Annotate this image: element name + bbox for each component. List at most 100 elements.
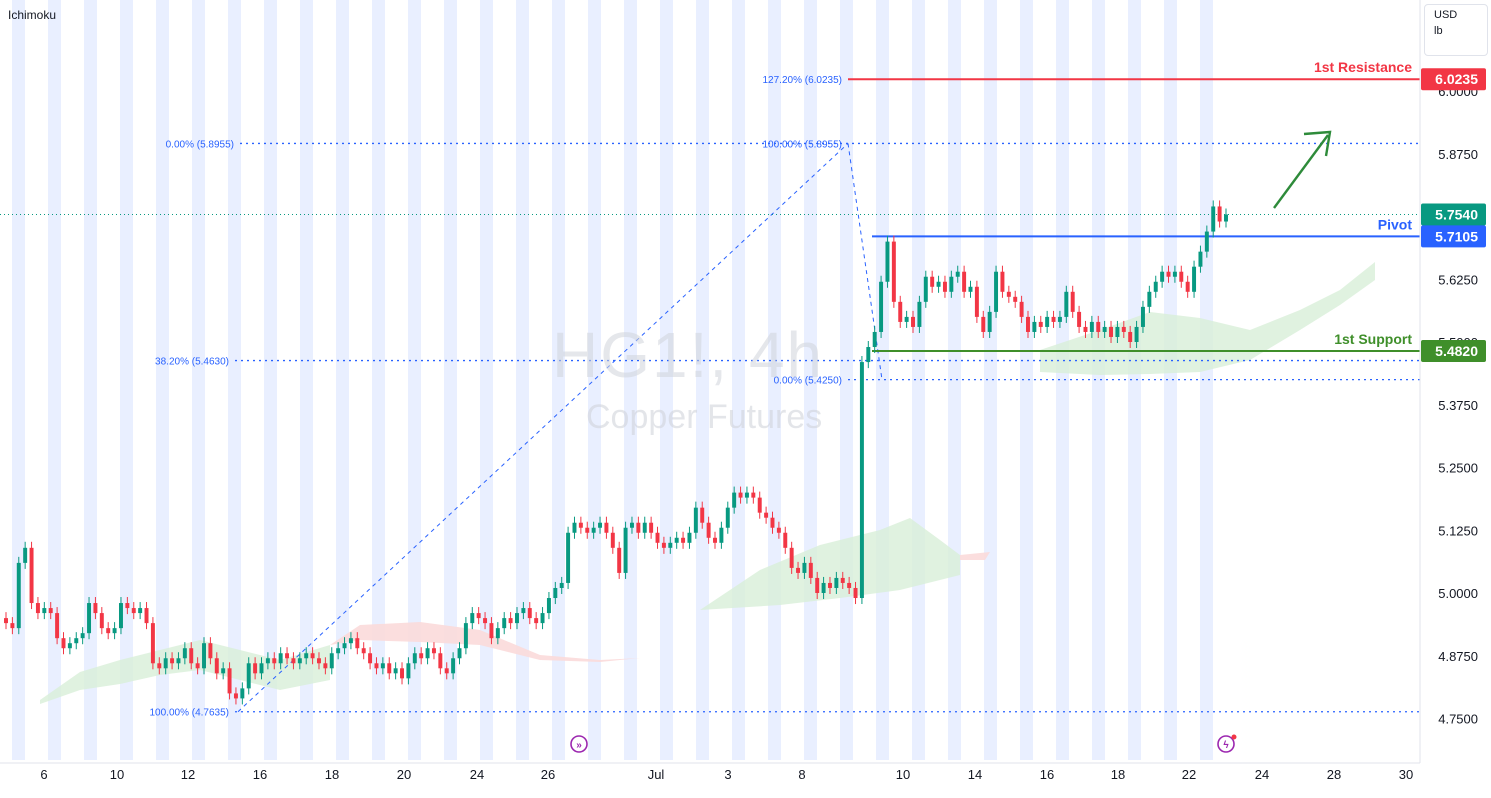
candle-body xyxy=(10,623,15,629)
price-tag-label-pivot: 5.7105 xyxy=(1435,228,1478,244)
candle-body xyxy=(1032,321,1037,332)
candle-body xyxy=(4,618,8,624)
candle-body xyxy=(853,587,858,599)
candle-body xyxy=(668,542,673,548)
session-band xyxy=(408,0,421,760)
session-band xyxy=(1164,0,1177,760)
level-lines: 0.00% (5.8955) 38.20% (5.4630) 100.00% (4.… xyxy=(0,59,1420,719)
candle-body xyxy=(304,653,309,659)
y-tick-label: 5.3750 xyxy=(1438,398,1478,413)
candle-body xyxy=(879,281,884,332)
x-tick-label: 18 xyxy=(1111,767,1125,782)
candle-body xyxy=(1109,326,1114,337)
candle-body xyxy=(189,648,194,664)
candle-body xyxy=(642,522,647,533)
level-label-resistance: 1st Resistance xyxy=(1314,59,1412,75)
candle-body xyxy=(923,276,928,302)
session-band xyxy=(1128,0,1141,760)
y-tick-label: 5.8750 xyxy=(1438,147,1478,162)
candlestick-series xyxy=(4,200,1228,705)
candle-body xyxy=(259,663,264,674)
candle-body xyxy=(508,618,513,624)
candle-body xyxy=(955,271,960,277)
candle-body xyxy=(310,653,315,659)
candle-body xyxy=(834,577,839,588)
candle-body xyxy=(125,603,130,609)
price-tag-label-last: 5.7540 xyxy=(1435,206,1478,222)
price-tag-resistance xyxy=(1421,68,1486,91)
candle-body xyxy=(859,362,864,599)
price-axis-bg xyxy=(1420,0,1491,793)
candle-body xyxy=(470,613,475,624)
session-band xyxy=(336,0,349,760)
candle-body xyxy=(981,316,986,332)
level-label-pivot: Pivot xyxy=(1378,216,1413,232)
candle-body xyxy=(744,492,749,498)
x-tick-label: Jul xyxy=(648,767,665,782)
session-band xyxy=(516,0,529,760)
candle-body xyxy=(48,608,53,614)
candle-body xyxy=(170,658,175,664)
session-band xyxy=(372,0,385,760)
candle-body xyxy=(1102,326,1107,332)
candle-body xyxy=(361,648,366,654)
candle-body xyxy=(546,598,551,614)
candle-body xyxy=(99,613,104,629)
candle-body xyxy=(521,608,526,614)
candle-body xyxy=(67,643,72,649)
cloud-green xyxy=(700,518,960,610)
candle-body xyxy=(1140,306,1145,327)
candle-body xyxy=(246,663,251,689)
candle-body xyxy=(393,668,398,674)
candle-body xyxy=(866,347,871,363)
candle-body xyxy=(106,628,111,634)
candle-body xyxy=(387,663,392,674)
candle-body xyxy=(655,532,660,543)
watermark-symbol: HG1!, 4h xyxy=(552,319,825,391)
candle-body xyxy=(1019,301,1024,317)
unit-selector[interactable]: USD lb xyxy=(1424,4,1488,56)
candle-body xyxy=(827,582,832,588)
fib-extension-label: 100.00% (5.8955) xyxy=(762,139,842,150)
candle-body xyxy=(374,663,379,669)
candle-body xyxy=(285,653,290,659)
candle-body xyxy=(233,693,238,699)
candle-body xyxy=(1064,291,1069,317)
candle-body xyxy=(317,658,321,664)
candle-body xyxy=(1057,316,1062,322)
price-tag-last xyxy=(1421,203,1486,226)
candle-body xyxy=(681,537,686,543)
candle-body xyxy=(764,512,769,518)
candle-body xyxy=(1070,291,1075,312)
projection-arrow xyxy=(1273,134,1329,209)
cloud-red xyxy=(330,622,640,662)
candle-body xyxy=(636,522,641,533)
candle-body xyxy=(425,648,430,659)
candle-body xyxy=(336,648,341,654)
candle-body xyxy=(112,628,117,634)
candle-body xyxy=(131,608,136,614)
candle-body xyxy=(202,643,206,669)
candle-body xyxy=(904,316,909,322)
fib-retracement-label: 38.20% (5.4630) xyxy=(155,357,229,368)
candle-body xyxy=(489,623,494,639)
candle-body xyxy=(476,613,481,619)
candle-body xyxy=(483,618,488,624)
candle-body xyxy=(55,613,60,639)
candle-body xyxy=(1198,251,1203,267)
candle-body xyxy=(629,522,634,528)
candle-body xyxy=(348,638,353,644)
candle-body xyxy=(796,567,801,573)
session-band xyxy=(264,0,277,760)
candle-body xyxy=(962,271,967,292)
candle-body xyxy=(623,527,628,573)
indicator-label[interactable]: Ichimoku xyxy=(8,8,57,22)
level-label-support: 1st Support xyxy=(1334,331,1412,347)
session-band xyxy=(444,0,457,760)
candle-body xyxy=(700,507,705,523)
fib-extension-label: 0.00% (5.4250) xyxy=(774,376,842,387)
candle-body xyxy=(770,517,775,528)
session-band xyxy=(660,0,673,760)
